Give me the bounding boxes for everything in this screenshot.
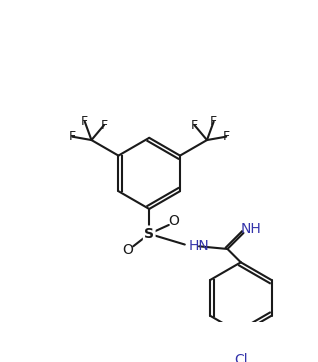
Text: S: S bbox=[144, 227, 154, 241]
Text: F: F bbox=[81, 115, 88, 128]
Text: F: F bbox=[69, 130, 76, 143]
Text: F: F bbox=[210, 115, 217, 128]
Text: F: F bbox=[100, 119, 107, 131]
Text: Cl: Cl bbox=[234, 353, 248, 362]
Text: NH: NH bbox=[240, 222, 261, 236]
Text: O: O bbox=[122, 243, 133, 257]
Text: O: O bbox=[169, 214, 180, 228]
Text: HN: HN bbox=[188, 239, 209, 253]
Text: F: F bbox=[223, 130, 230, 143]
Text: F: F bbox=[191, 119, 198, 131]
